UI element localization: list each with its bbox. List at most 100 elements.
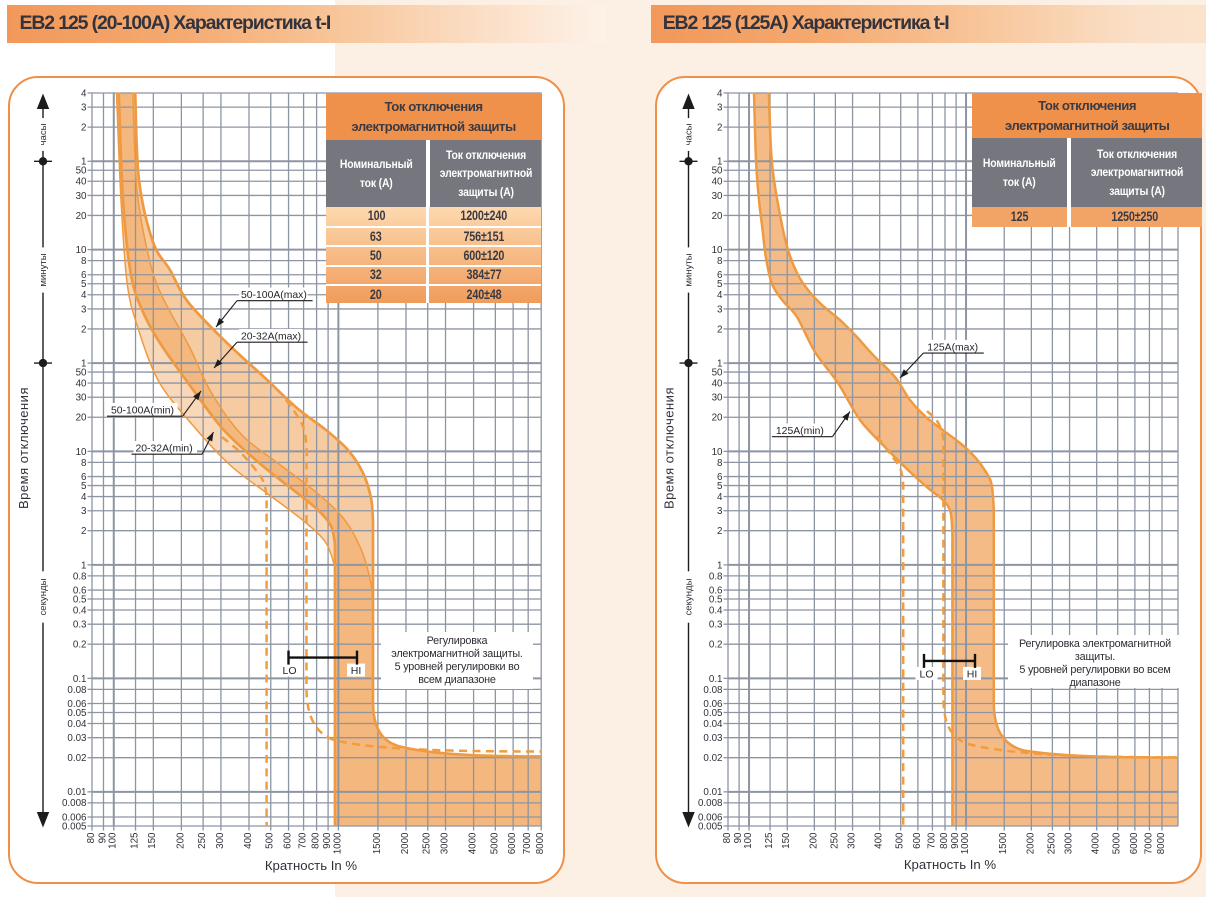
svg-text:3000: 3000 bbox=[1063, 832, 1074, 854]
svg-text:8000: 8000 bbox=[535, 832, 546, 854]
svg-text:0.005: 0.005 bbox=[698, 821, 723, 832]
svg-text:2500: 2500 bbox=[1046, 832, 1057, 854]
svg-text:0.5: 0.5 bbox=[73, 594, 87, 605]
svg-text:0.03: 0.03 bbox=[67, 733, 87, 744]
svg-text:HI: HI bbox=[967, 668, 978, 680]
svg-text:80: 80 bbox=[722, 832, 733, 843]
svg-text:0.03: 0.03 bbox=[703, 733, 723, 744]
svg-text:0.008: 0.008 bbox=[62, 798, 87, 809]
svg-text:125A(min): 125A(min) bbox=[776, 426, 824, 437]
svg-text:30: 30 bbox=[712, 393, 723, 404]
svg-text:40: 40 bbox=[712, 177, 723, 188]
svg-text:7000: 7000 bbox=[1143, 832, 1154, 854]
svg-text:0.3: 0.3 bbox=[73, 620, 87, 631]
svg-text:8: 8 bbox=[717, 458, 723, 469]
svg-text:0.06: 0.06 bbox=[67, 699, 87, 710]
svg-text:3: 3 bbox=[81, 103, 87, 114]
svg-text:4: 4 bbox=[717, 290, 723, 301]
svg-text:минуты: минуты bbox=[684, 253, 695, 286]
svg-text:0.4: 0.4 bbox=[709, 605, 723, 616]
svg-text:LO: LO bbox=[282, 665, 296, 677]
svg-text:700: 700 bbox=[926, 832, 937, 849]
svg-text:Кратность In %: Кратность In % bbox=[904, 857, 997, 872]
svg-text:250: 250 bbox=[197, 832, 208, 849]
svg-text:200: 200 bbox=[808, 832, 819, 849]
svg-text:5: 5 bbox=[81, 481, 87, 492]
svg-text:Время отключения: Время отключения bbox=[662, 387, 677, 509]
svg-text:0.8: 0.8 bbox=[709, 571, 723, 582]
svg-text:0.08: 0.08 bbox=[703, 685, 723, 696]
svg-text:80: 80 bbox=[86, 832, 97, 843]
svg-text:600: 600 bbox=[912, 832, 923, 849]
svg-text:1: 1 bbox=[717, 157, 722, 168]
svg-text:3: 3 bbox=[717, 506, 723, 517]
svg-text:секунды: секунды bbox=[38, 578, 49, 615]
svg-text:7000: 7000 bbox=[522, 832, 533, 854]
svg-text:90: 90 bbox=[97, 832, 108, 843]
svg-text:30: 30 bbox=[76, 393, 87, 404]
svg-text:0.02: 0.02 bbox=[703, 753, 722, 764]
svg-text:2: 2 bbox=[717, 324, 722, 335]
svg-text:0.5: 0.5 bbox=[709, 594, 723, 605]
svg-text:4: 4 bbox=[81, 88, 87, 99]
svg-text:300: 300 bbox=[846, 832, 857, 849]
svg-text:250: 250 bbox=[829, 832, 840, 849]
svg-text:6: 6 bbox=[81, 472, 87, 483]
svg-text:5: 5 bbox=[717, 481, 723, 492]
svg-text:40: 40 bbox=[76, 177, 87, 188]
svg-text:6: 6 bbox=[81, 270, 87, 281]
svg-text:6: 6 bbox=[717, 472, 723, 483]
svg-text:20: 20 bbox=[76, 413, 87, 424]
svg-text:5000: 5000 bbox=[1112, 832, 1123, 854]
svg-text:10: 10 bbox=[76, 245, 87, 256]
svg-text:0.006: 0.006 bbox=[62, 812, 87, 823]
svg-text:0.01: 0.01 bbox=[703, 787, 722, 798]
svg-text:125: 125 bbox=[764, 832, 775, 849]
svg-text:0.1: 0.1 bbox=[73, 674, 87, 685]
svg-text:2000: 2000 bbox=[400, 832, 411, 854]
svg-text:500: 500 bbox=[895, 832, 906, 849]
svg-text:1: 1 bbox=[717, 560, 722, 571]
svg-text:0.6: 0.6 bbox=[73, 585, 87, 596]
svg-text:150: 150 bbox=[781, 832, 792, 849]
svg-text:3: 3 bbox=[81, 304, 87, 315]
svg-text:90: 90 bbox=[733, 832, 744, 843]
svg-text:20-32A(min): 20-32A(min) bbox=[136, 444, 193, 455]
svg-text:Кратность In %: Кратность In % bbox=[265, 858, 358, 873]
svg-text:3000: 3000 bbox=[439, 832, 450, 854]
svg-text:800: 800 bbox=[939, 832, 950, 849]
svg-text:600: 600 bbox=[282, 832, 293, 849]
svg-text:0.08: 0.08 bbox=[67, 685, 87, 696]
svg-text:8: 8 bbox=[81, 458, 87, 469]
svg-text:6: 6 bbox=[717, 270, 723, 281]
svg-text:50: 50 bbox=[76, 166, 87, 177]
svg-text:30: 30 bbox=[76, 191, 87, 202]
svg-text:400: 400 bbox=[874, 832, 885, 849]
svg-text:минуты: минуты bbox=[38, 253, 49, 286]
svg-text:0.8: 0.8 bbox=[73, 571, 87, 582]
svg-text:700: 700 bbox=[297, 832, 308, 849]
svg-text:2: 2 bbox=[81, 324, 86, 335]
svg-text:0.05: 0.05 bbox=[703, 708, 723, 719]
svg-text:4: 4 bbox=[717, 492, 723, 503]
svg-text:1: 1 bbox=[81, 560, 86, 571]
svg-text:1500: 1500 bbox=[998, 832, 1009, 854]
svg-text:40: 40 bbox=[712, 378, 723, 389]
svg-text:секунды: секунды bbox=[684, 578, 695, 615]
svg-text:1: 1 bbox=[717, 358, 722, 369]
svg-text:0.3: 0.3 bbox=[709, 620, 723, 631]
svg-text:8000: 8000 bbox=[1156, 832, 1167, 854]
svg-text:5: 5 bbox=[717, 279, 723, 290]
svg-text:2: 2 bbox=[717, 123, 722, 134]
svg-text:800: 800 bbox=[311, 832, 322, 849]
svg-text:3: 3 bbox=[717, 304, 723, 315]
svg-text:2: 2 bbox=[81, 526, 86, 537]
svg-text:0.2: 0.2 bbox=[709, 640, 723, 651]
svg-text:0.04: 0.04 bbox=[67, 719, 87, 730]
svg-text:HI: HI bbox=[351, 665, 362, 677]
svg-text:200: 200 bbox=[175, 832, 186, 849]
svg-text:0.02: 0.02 bbox=[67, 753, 86, 764]
svg-text:10: 10 bbox=[712, 447, 723, 458]
svg-text:150: 150 bbox=[147, 832, 158, 849]
svg-text:0.008: 0.008 bbox=[698, 798, 723, 809]
